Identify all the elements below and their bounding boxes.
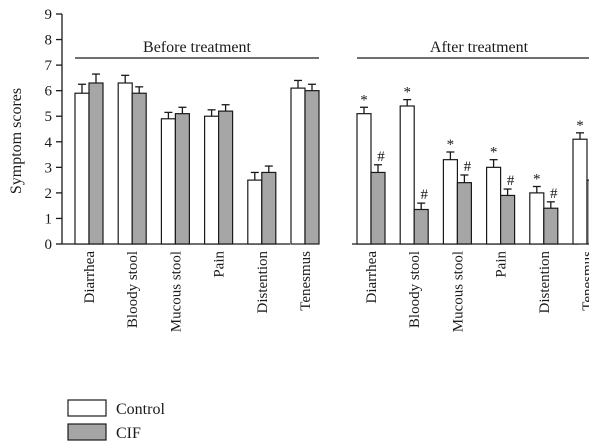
category-label: Mucous stool: [168, 251, 184, 332]
bar-control: [117, 82, 133, 245]
bar-cif: [174, 113, 190, 245]
bar-cif: [586, 179, 589, 245]
bar-control: [204, 115, 220, 245]
y-tick-label: 6: [45, 84, 53, 100]
category-label: Pain: [494, 251, 510, 278]
bar-control: [486, 166, 502, 245]
category-label: Bloody stool: [125, 251, 141, 328]
category-label: Distention: [255, 251, 271, 314]
y-tick-label: 8: [45, 33, 53, 49]
bar-control: [247, 179, 263, 245]
bar-cif: [500, 194, 516, 245]
legend-label-control: Control: [116, 401, 165, 418]
bar-control: [399, 105, 415, 245]
significance-mark-hash: #: [507, 173, 515, 189]
bar-cif: [543, 207, 559, 245]
y-tick-label: 3: [45, 160, 53, 176]
significance-mark-star: *: [403, 85, 411, 101]
category-label: Mucous stool: [450, 251, 466, 332]
bar-control: [74, 92, 90, 245]
group-label: Before treatment: [143, 39, 252, 56]
y-tick-label: 0: [45, 237, 53, 253]
bar-cif: [131, 92, 147, 245]
bar-control: [356, 113, 372, 245]
bar-cif: [413, 208, 429, 245]
category-label: Pain: [212, 251, 228, 278]
significance-mark-star: *: [360, 92, 368, 108]
y-tick-label: 4: [45, 135, 53, 151]
bar-control: [160, 118, 176, 245]
legend-swatch-control: [67, 399, 107, 417]
bar-cif: [261, 171, 277, 245]
significance-mark-hash: #: [550, 186, 558, 202]
y-tick-label: 9: [45, 7, 53, 23]
category-label: Distention: [537, 251, 553, 314]
legend-label-cif: CIF: [116, 425, 141, 442]
significance-mark-star: *: [576, 118, 584, 134]
significance-mark-hash: #: [377, 149, 385, 165]
significance-mark-star: *: [447, 137, 455, 153]
category-label: Diarrhea: [82, 251, 98, 304]
y-tick-label: 5: [45, 109, 53, 125]
category-label: Bloody stool: [407, 251, 423, 328]
y-tick-label: 7: [45, 58, 53, 74]
y-axis-label: Symptom scores: [8, 88, 25, 194]
bar-control: [290, 87, 306, 245]
bar-control: [572, 138, 588, 245]
bar-control: [442, 159, 458, 245]
significance-mark-star: *: [533, 172, 541, 188]
bar-cif: [456, 182, 472, 245]
legend-swatch-cif: [67, 423, 107, 441]
y-tick-label: 1: [45, 211, 53, 227]
category-label: Tenesmus: [580, 251, 589, 311]
significance-mark-hash: #: [464, 159, 472, 175]
bar-cif: [88, 82, 104, 245]
significance-mark-star: *: [490, 145, 498, 161]
bar-control: [529, 192, 545, 245]
group-label: After treatment: [430, 39, 529, 56]
significance-mark-hash: #: [420, 187, 428, 203]
bar-cif: [370, 171, 386, 245]
bar-cif: [218, 110, 234, 245]
y-tick-label: 2: [45, 186, 53, 202]
category-label: Tenesmus: [298, 251, 314, 311]
category-label: Diarrhea: [364, 251, 380, 304]
bar-cif: [304, 90, 320, 245]
